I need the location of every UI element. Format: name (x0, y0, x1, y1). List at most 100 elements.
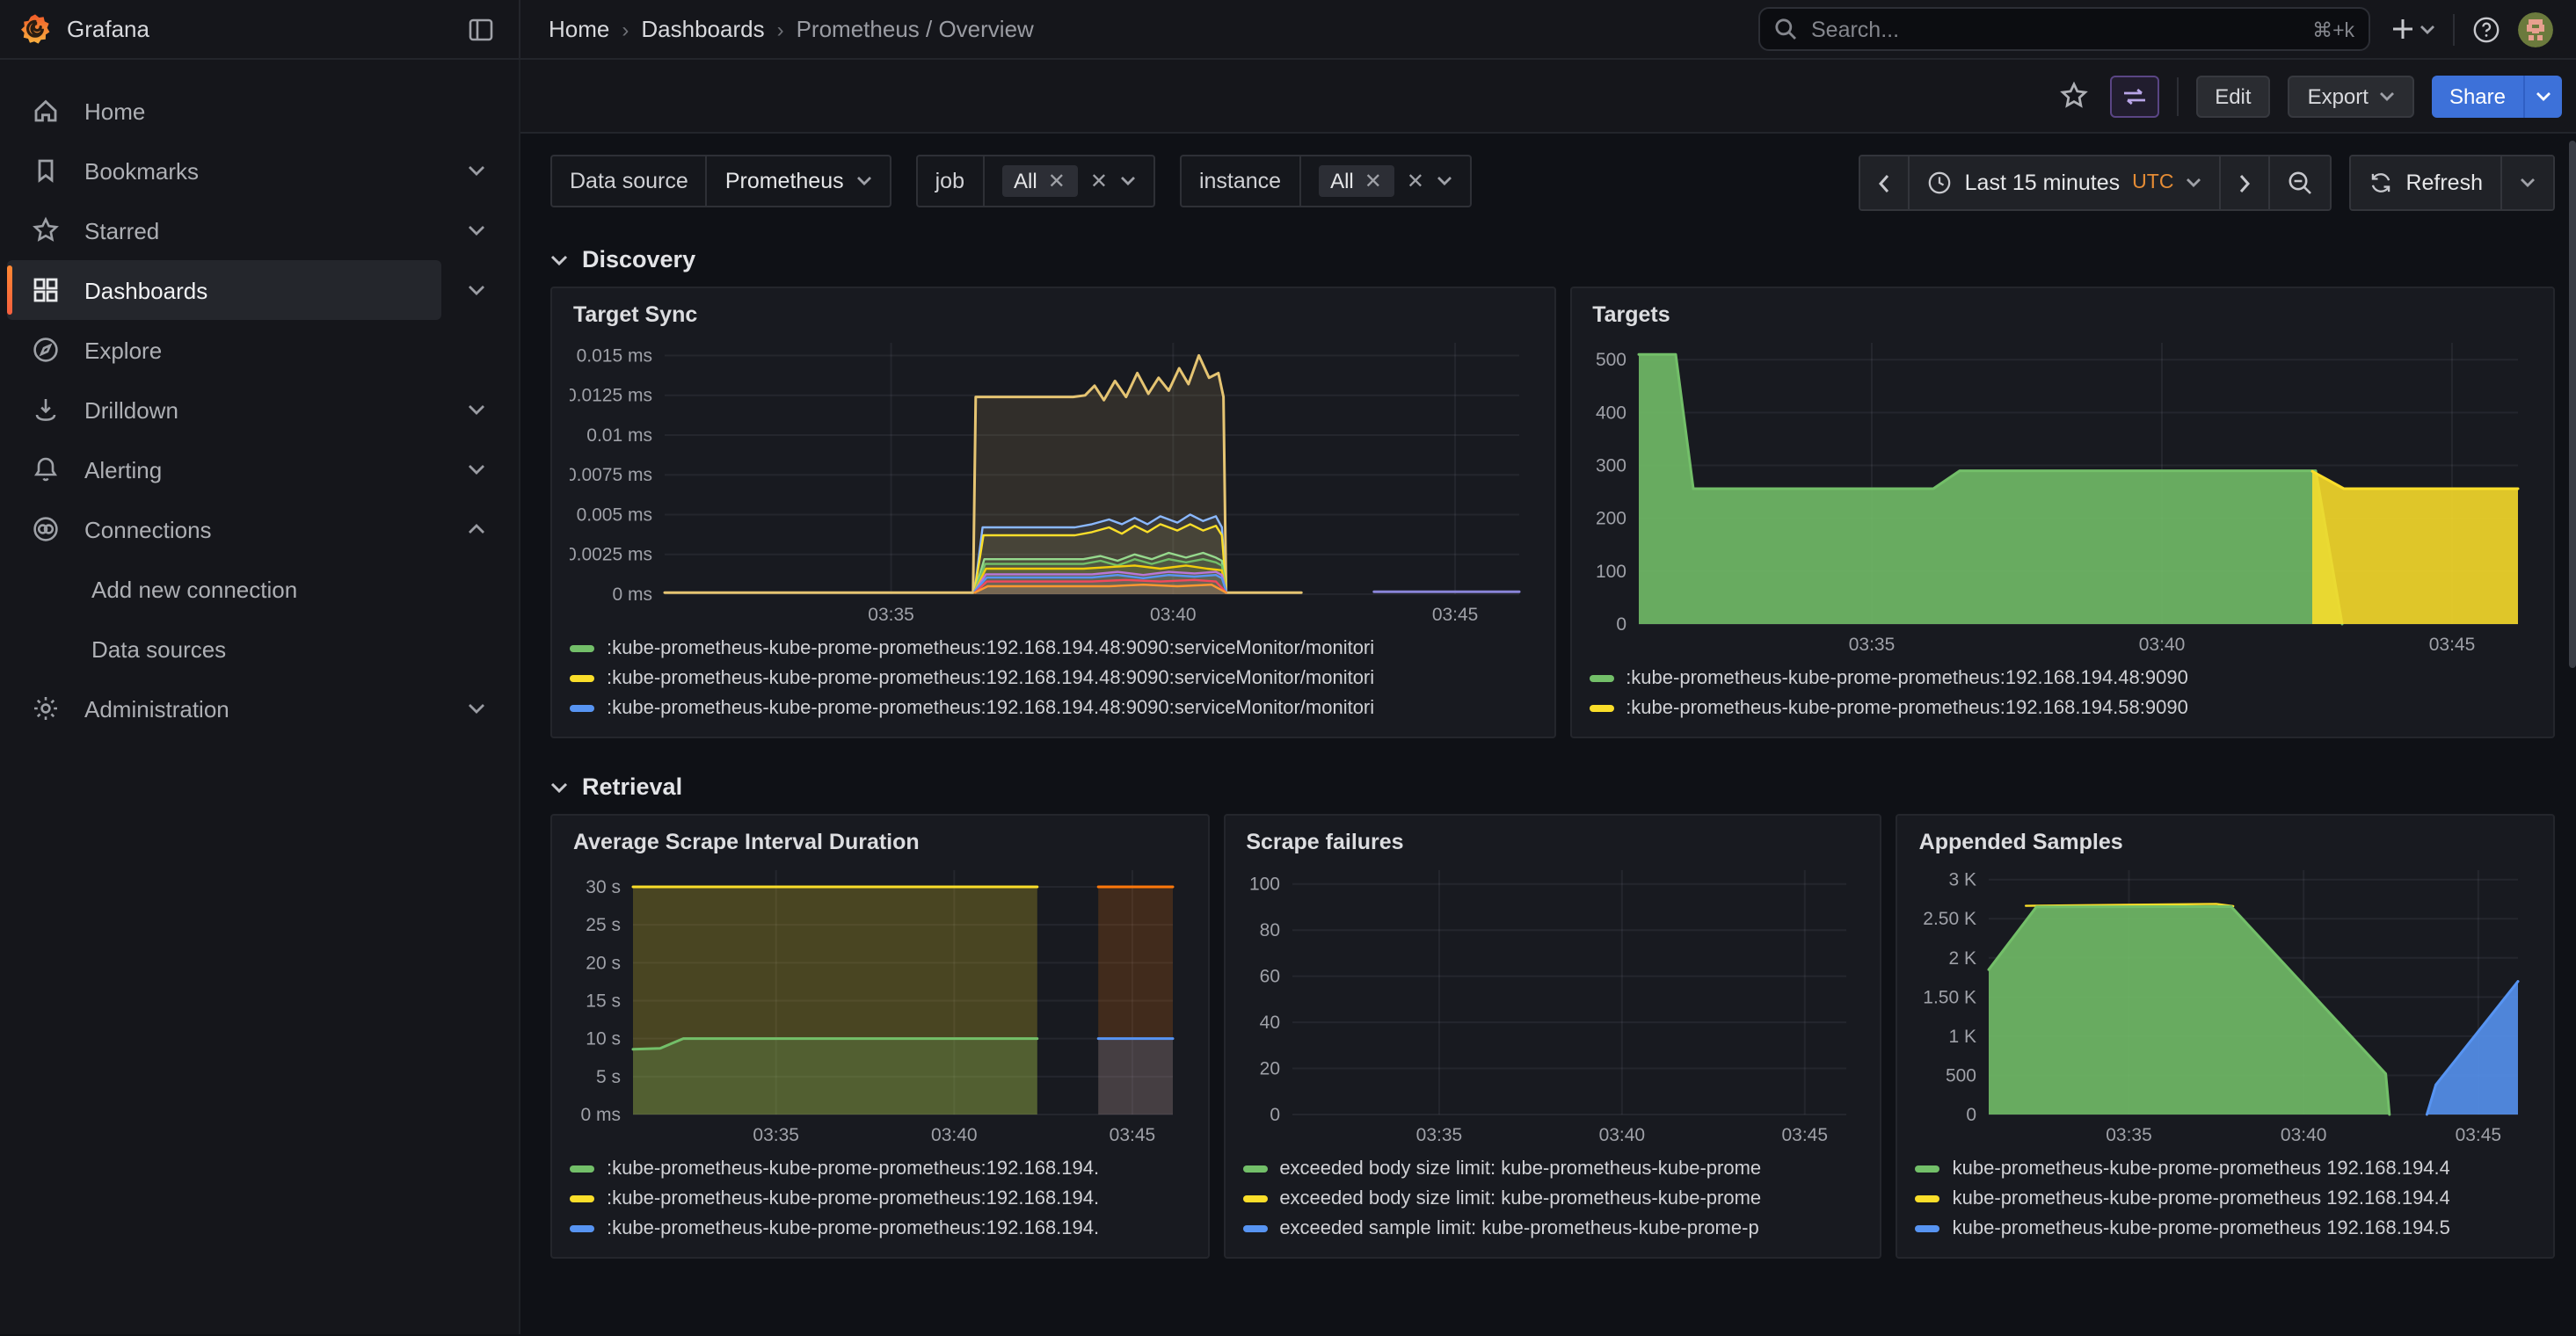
search-box[interactable]: ⌘+k (1758, 7, 2370, 51)
edit-button[interactable]: Edit (2195, 75, 2271, 117)
legend-item[interactable]: :kube-prometheus-kube-prome-prometheus:1… (570, 663, 1536, 693)
legend-item[interactable]: exceeded body size limit: kube-prometheu… (1242, 1153, 1862, 1183)
remove-filter-icon[interactable]: ✕ (1047, 169, 1066, 193)
sidebar-item-alerting[interactable]: Alerting (0, 439, 519, 499)
share-dropdown-button[interactable] (2523, 75, 2562, 117)
chevron-down-icon[interactable] (441, 200, 512, 260)
appended-samples-chart[interactable]: 0 500 1 K 1.50 K 2 K 2.50 K 3 K 03:35 03:40 03:45 (1916, 854, 2536, 1150)
legend: exceeded body size limit: kube-prometheu… (1242, 1153, 1862, 1243)
user-avatar[interactable] (2518, 11, 2553, 47)
panel-title[interactable]: Target Sync (573, 302, 698, 327)
panel-title[interactable]: Scrape failures (1246, 830, 1404, 854)
sidebar-item-starred[interactable]: Starred (0, 200, 519, 260)
time-range-picker[interactable]: Last 15 minutes UTC (1910, 156, 2222, 209)
sidebar-item-add-new-connection[interactable]: Add new connection (0, 559, 519, 619)
sidebar-item-dashboards[interactable]: Dashboards (0, 260, 519, 320)
share-button[interactable]: Share (2431, 75, 2523, 117)
job-chip[interactable]: All ✕ (1001, 165, 1078, 197)
target-sync-chart[interactable]: 0 ms 0.0025 ms 0.005 ms 0.0075 ms 0.01 ms 0.0… (570, 327, 1536, 629)
legend-item[interactable]: kube-prometheus-kube-prome-prometheus 19… (1915, 1213, 2536, 1243)
legend-item[interactable]: :kube-prometheus-kube-prome-prometheus:1… (570, 633, 1536, 663)
sidebar-item-label: Explore (84, 337, 163, 363)
add-new-button[interactable] (2388, 14, 2439, 44)
refresh-interval-dropdown[interactable] (2502, 156, 2553, 209)
legend-item[interactable]: :kube-prometheus-kube-prome-prometheus:1… (570, 1183, 1190, 1213)
sidebar-item-data-sources[interactable]: Data sources (0, 619, 519, 679)
svg-text:40: 40 (1259, 1013, 1279, 1033)
refresh-button[interactable]: Refresh (2351, 156, 2502, 209)
grafana-logo-icon[interactable] (18, 11, 53, 47)
sidebar-item-administration[interactable]: Administration (0, 679, 519, 738)
legend-item[interactable]: :kube-prometheus-kube-prome-prometheus:1… (1589, 663, 2536, 693)
time-shift-back-button[interactable] (1860, 156, 1910, 209)
targets-chart[interactable]: 0 100 200 300 400 500 03:35 03:40 03:45 (1589, 327, 2536, 659)
svg-text:03:35: 03:35 (753, 1125, 799, 1145)
svg-text:15 s: 15 s (586, 991, 621, 1011)
instance-value[interactable]: All ✕ ✕ (1300, 156, 1470, 206)
series-swatch (570, 1194, 594, 1202)
panel-title[interactable]: Average Scrape Interval Duration (573, 830, 920, 854)
chevron-down-icon[interactable] (441, 439, 512, 499)
drilldown-icon (32, 396, 60, 424)
legend-item[interactable]: exceeded sample limit: kube-prometheus-k… (1242, 1213, 1862, 1243)
dock-sidebar-icon[interactable] (464, 13, 498, 45)
export-button[interactable]: Export (2288, 75, 2414, 117)
scrape-failures-chart[interactable]: 0 20 40 60 80 100 03:35 03:40 03:45 (1242, 854, 1862, 1150)
timezone-label: UTC (2132, 172, 2174, 193)
chevron-down-icon[interactable] (441, 380, 512, 439)
remove-filter-icon[interactable]: ✕ (1364, 169, 1382, 193)
chevron-down-icon[interactable] (441, 679, 512, 738)
sidebar-item-drilldown[interactable]: Drilldown (0, 380, 519, 439)
sidebar-item-home[interactable]: Home (0, 81, 519, 141)
sidebar-item-explore[interactable]: Explore (0, 320, 519, 380)
legend-item[interactable]: exceeded body size limit: kube-prometheu… (1242, 1183, 1862, 1213)
svg-text:03:35: 03:35 (868, 605, 914, 625)
legend-item[interactable]: :kube-prometheus-kube-prome-prometheus:1… (570, 1213, 1190, 1243)
panel-appended-samples: Appended Samples 0 500 1 K 1.50 K 2 K 2.50 K 3… (1896, 814, 2555, 1259)
clear-filter-icon[interactable]: ✕ (1089, 169, 1108, 193)
star-dashboard-button[interactable] (2055, 77, 2092, 114)
svg-text:25 s: 25 s (586, 915, 621, 935)
brand-name: Grafana (67, 16, 149, 42)
legend-item[interactable]: kube-prometheus-kube-prome-prometheus 19… (1915, 1153, 2536, 1183)
swap-arrows-button[interactable] (2109, 75, 2159, 117)
svg-text:0: 0 (1967, 1105, 1977, 1125)
job-filter: job All ✕ ✕ (915, 155, 1155, 207)
filter-row: Data source Prometheus job All ✕ ✕ (550, 155, 2555, 211)
job-value[interactable]: All ✕ ✕ (984, 156, 1153, 206)
scrollbar[interactable] (2569, 60, 2576, 1334)
sidebar-item-label: Bookmarks (84, 157, 200, 184)
average-scrape-interval-chart[interactable]: 0 ms 5 s 10 s 15 s 20 s 25 s 30 s 03:35 03:40 03:… (570, 854, 1190, 1150)
panel-title[interactable]: Appended Samples (1918, 830, 2123, 854)
instance-chip[interactable]: All ✕ (1318, 165, 1394, 197)
chevron-down-icon[interactable] (441, 260, 512, 320)
panel-scrape-failures: Scrape failures 0 20 40 60 80 100 03:35 03:40 03… (1223, 814, 1882, 1259)
datasource-value[interactable]: Prometheus (708, 156, 890, 206)
panel-title[interactable]: Targets (1592, 302, 1670, 327)
sidebar-item-connections[interactable]: Connections (0, 499, 519, 559)
chevron-up-icon[interactable] (441, 499, 512, 559)
sidebar-item-bookmarks[interactable]: Bookmarks (0, 141, 519, 200)
legend-item[interactable]: kube-prometheus-kube-prome-prometheus 19… (1915, 1183, 2536, 1213)
legend-item[interactable]: :kube-prometheus-kube-prome-prometheus:1… (1589, 693, 2536, 722)
section-discovery[interactable]: Discovery (550, 246, 2555, 272)
series-swatch (1915, 1224, 1940, 1231)
help-button[interactable] (2469, 11, 2504, 47)
chevron-down-icon (1120, 177, 1135, 185)
time-shift-forward-button[interactable] (2221, 156, 2271, 209)
svg-text:03:45: 03:45 (1781, 1125, 1828, 1145)
breadcrumb-dashboards[interactable]: Dashboards (641, 16, 765, 42)
legend-item[interactable]: :kube-prometheus-kube-prome-prometheus:1… (570, 1153, 1190, 1183)
svg-text:03:40: 03:40 (2138, 635, 2185, 655)
svg-text:3 K: 3 K (1949, 870, 1977, 890)
clear-filter-icon[interactable]: ✕ (1406, 169, 1424, 193)
svg-text:30 s: 30 s (586, 877, 621, 897)
chevron-down-icon[interactable] (441, 141, 512, 200)
instance-filter: instance All ✕ ✕ (1179, 155, 1472, 207)
search-input[interactable] (1808, 15, 2303, 43)
section-retrieval[interactable]: Retrieval (550, 773, 2555, 800)
breadcrumb-home[interactable]: Home (549, 16, 610, 42)
zoom-out-button[interactable] (2270, 156, 2331, 209)
compass-icon (32, 336, 60, 364)
legend-item[interactable]: :kube-prometheus-kube-prome-prometheus:1… (570, 693, 1536, 722)
